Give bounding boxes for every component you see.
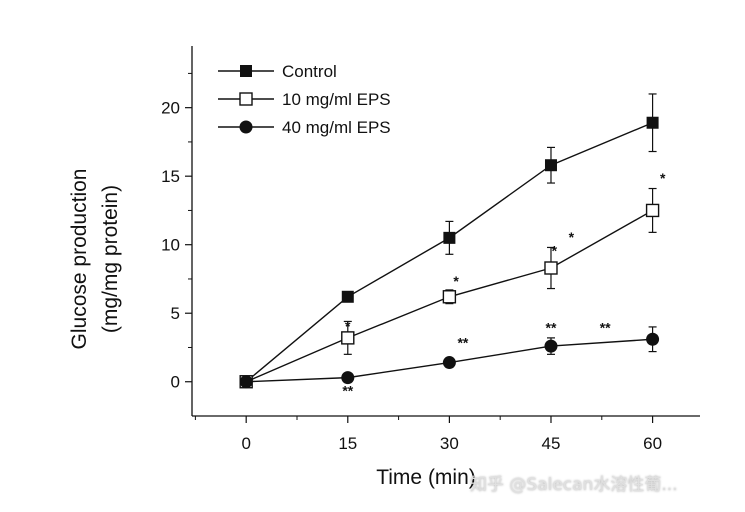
marker-filled-circle xyxy=(239,375,253,389)
y-tick-label: 15 xyxy=(161,167,180,186)
y-tick-label: 5 xyxy=(171,304,180,323)
x-tick-label: 60 xyxy=(643,434,662,453)
marker-open-square xyxy=(645,203,660,218)
y-axis-title: Glucose production xyxy=(68,169,91,350)
series-10-mg-ml-eps xyxy=(239,187,660,389)
significance-mark: * xyxy=(569,229,575,245)
significance-mark: ** xyxy=(457,334,468,350)
axes: 0 5 10 15 20 0 15 30 45 60 Time (min) Glucose produ… xyxy=(68,46,700,489)
y-tick-label: 0 xyxy=(171,373,180,392)
legend-entry: 10 mg/ml EPS xyxy=(218,90,391,109)
legend: Control 10 mg/ml EPS 40 mg/ml EPS xyxy=(218,62,391,137)
legend-entry: 40 mg/ml EPS xyxy=(218,118,391,137)
annotations: ********** *** xyxy=(342,170,666,398)
marker-filled-square xyxy=(240,65,252,77)
x-tick-label: 45 xyxy=(542,434,561,453)
watermark: 知乎 @Salecan水溶性葡... xyxy=(470,475,678,495)
x-tick-label: 0 xyxy=(241,434,250,453)
marker-filled-circle xyxy=(341,371,355,385)
y-tick-label: 10 xyxy=(161,236,180,255)
marker-filled-square xyxy=(443,231,456,244)
marker-filled-circle xyxy=(239,120,253,134)
legend-label: 10 mg/ml EPS xyxy=(282,90,391,109)
marker-filled-circle xyxy=(544,339,558,353)
significance-mark: * xyxy=(345,318,351,334)
significance-mark: * xyxy=(453,273,459,289)
significance-mark: ** xyxy=(600,319,611,335)
significance-mark: ** xyxy=(546,319,557,335)
marker-filled-square xyxy=(341,290,354,303)
marker-filled-circle xyxy=(646,332,660,346)
significance-mark: * xyxy=(552,243,558,259)
y-axis-units: (mg/mg protein) xyxy=(99,185,122,333)
y-tick-label: 20 xyxy=(161,99,180,118)
marker-open-square xyxy=(442,290,457,304)
significance-mark: * xyxy=(660,170,666,186)
legend-label: 40 mg/ml EPS xyxy=(282,118,391,137)
marker-open-square xyxy=(239,92,253,106)
series-40-mg-ml-eps xyxy=(239,326,660,389)
marker-filled-square xyxy=(646,116,659,129)
x-tick-label: 15 xyxy=(338,434,357,453)
legend-entry: Control xyxy=(218,62,337,81)
marker-open-square xyxy=(544,261,558,275)
marker-filled-square xyxy=(544,159,557,172)
significance-mark: ** xyxy=(342,382,353,398)
x-axis-title: Time (min) xyxy=(376,466,476,489)
x-tick-label: 30 xyxy=(440,434,459,453)
marker-filled-circle xyxy=(442,356,456,370)
series-layer xyxy=(239,93,660,389)
marker-open-square xyxy=(341,331,355,345)
legend-label: Control xyxy=(282,62,337,81)
